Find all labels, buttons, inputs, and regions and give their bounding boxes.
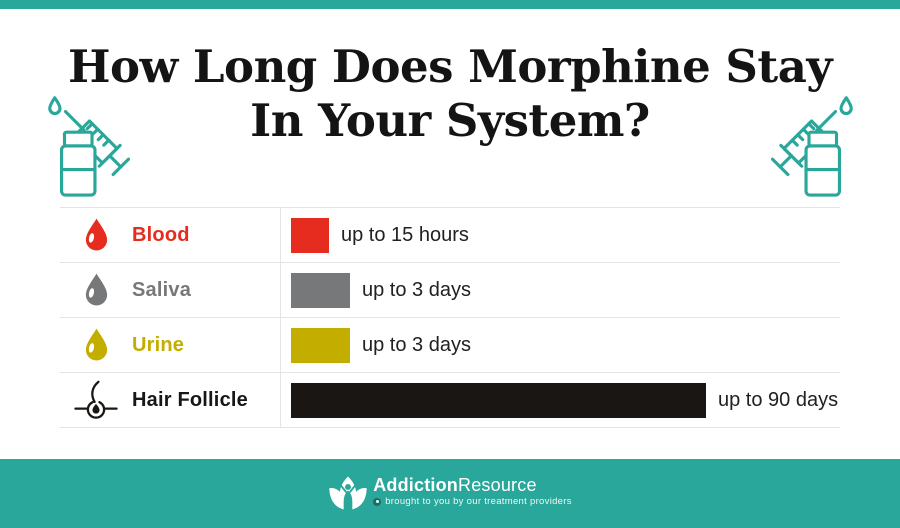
- table-row-hair-follicle: Hair Follicle up to 90 days: [60, 372, 840, 428]
- duration-text: up to 3 days: [362, 333, 471, 356]
- row-label: Saliva: [132, 278, 192, 301]
- row-label: Urine: [132, 333, 185, 356]
- tagline-dot-icon: [373, 497, 382, 506]
- footer: AddictionResource brought to you by our …: [0, 459, 900, 528]
- page-title-line2: In Your System?: [250, 94, 650, 147]
- brand-tagline: brought to you by our treatment provider…: [373, 496, 572, 507]
- row-icon-cell: [60, 217, 132, 254]
- hair-follicle-icon: [74, 380, 118, 419]
- page-title: How Long Does Morphine Stay In Your Syst…: [0, 40, 900, 148]
- duration-text: up to 15 hours: [341, 223, 469, 246]
- syringe-vial-drop-icon: [770, 96, 853, 197]
- syringe-vial-drop-icon: [48, 96, 131, 197]
- tagline-text: brought to you by our treatment provider…: [385, 496, 572, 507]
- duration-bar: [291, 217, 329, 253]
- duration-bar: [291, 382, 706, 418]
- row-value-cell: up to 3 days: [280, 318, 840, 372]
- row-value-cell: up to 15 hours: [280, 208, 840, 262]
- duration-text: up to 3 days: [362, 278, 471, 301]
- blood-drop-icon: [85, 218, 107, 250]
- brand-name-light: Resource: [458, 475, 537, 495]
- row-label: Hair Follicle: [132, 388, 248, 411]
- row-value-cell: up to 3 days: [280, 263, 840, 317]
- row-icon-cell: [60, 272, 132, 309]
- duration-bar: [291, 327, 350, 363]
- row-value-cell: up to 90 days: [280, 373, 840, 427]
- duration-bar: [291, 272, 350, 308]
- detection-table: Blood up to 15 hours Saliva up to 3 days Uri…: [60, 207, 840, 428]
- row-icon-cell: [60, 379, 132, 421]
- table-row-saliva: Saliva up to 3 days: [60, 262, 840, 317]
- duration-text: up to 90 days: [718, 388, 839, 411]
- lotus-person-logo-icon: [329, 476, 367, 511]
- table-row-urine: Urine up to 3 days: [60, 317, 840, 372]
- addiction-resource-logo: AddictionResource brought to you by our …: [328, 475, 572, 512]
- row-icon-cell: [60, 327, 132, 364]
- saliva-drop-icon: [85, 273, 107, 305]
- top-accent-bar: [0, 0, 900, 9]
- brand-name-bold: Addiction: [373, 475, 459, 495]
- table-row-blood: Blood up to 15 hours: [60, 207, 840, 262]
- urine-drop-icon: [85, 328, 107, 360]
- row-label: Blood: [132, 223, 190, 246]
- brand-name: AddictionResource: [373, 475, 572, 495]
- page-title-line1: How Long Does Morphine Stay: [67, 40, 833, 93]
